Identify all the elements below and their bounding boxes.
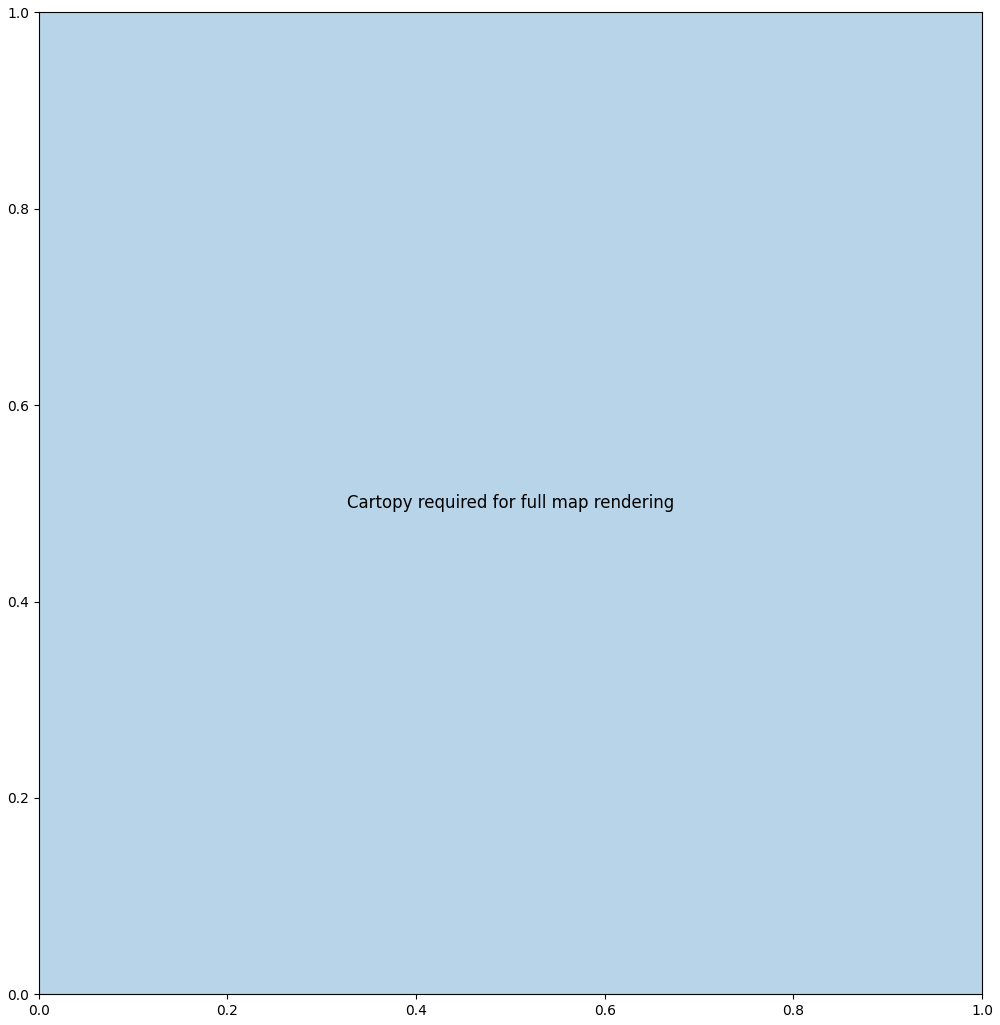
Text: Cartopy required for full map rendering: Cartopy required for full map rendering (347, 494, 674, 512)
